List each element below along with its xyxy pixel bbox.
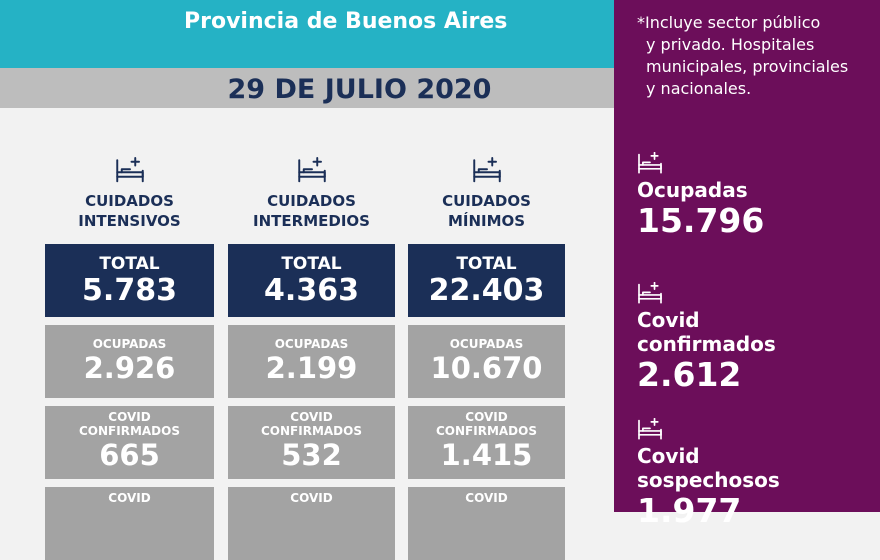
ocupadas-label: OCUPADAS [92, 337, 167, 351]
column-intermediate-care: CUIDADOS INTERMEDIOS TOTAL 4.363 OCUPADA… [228, 150, 395, 560]
hospital-bed-icon [638, 282, 662, 304]
summary-confirmados-label-line1: Covid [637, 308, 700, 332]
footnote: *Incluye sector público y privado. Hospi… [637, 12, 848, 100]
ocupadas-label: OCUPADAS [274, 337, 349, 351]
footnote-line3: municipales, provinciales [646, 57, 849, 76]
column-title: CUIDADOS MÍNIMOS [408, 191, 565, 235]
summary-confirmados-value: 2.612 [637, 355, 742, 394]
ocupadas-value: 2.199 [265, 351, 358, 385]
confirmados-label-line2: CONFIRMADOS [261, 424, 362, 438]
confirmados-label-line2: CONFIRMADOS [436, 424, 537, 438]
ocupadas-card: OCUPADAS 10.670 [408, 325, 565, 398]
confirmados-card: COVID CONFIRMADOS 532 [228, 406, 395, 479]
total-card: TOTAL 22.403 [408, 244, 565, 317]
confirmados-label-line1: COVID [465, 410, 508, 424]
hospital-bed-icon [638, 152, 662, 174]
sidebar-summary: *Incluye sector público y privado. Hospi… [614, 0, 880, 530]
sospechosos-card: COVID [45, 487, 214, 560]
ocupadas-label: OCUPADAS [449, 337, 524, 351]
confirmados-label-line1: COVID [290, 410, 333, 424]
column-intensive-care: CUIDADOS INTENSIVOS TOTAL 5.783 OCUPADAS… [45, 150, 214, 560]
summary-sospechosos: Covid sospechosos 1.977 [637, 418, 780, 530]
total-label: TOTAL [456, 254, 517, 274]
hospital-bed-icon [115, 157, 144, 183]
confirmados-value: 665 [99, 438, 160, 472]
column-title: CUIDADOS INTERMEDIOS [228, 191, 395, 235]
summary-ocupadas-value: 15.796 [637, 201, 765, 240]
summary-sospechosos-label-line1: Covid [637, 444, 700, 468]
confirmados-label-line1: COVID [108, 410, 151, 424]
ocupadas-value: 10.670 [430, 351, 543, 385]
province-title: Provincia de Buenos Aires [0, 0, 614, 68]
hospital-bed-icon [297, 157, 326, 183]
column-title-line1: CUIDADOS [85, 192, 174, 210]
summary-ocupadas: Ocupadas 15.796 [637, 152, 764, 240]
confirmados-card: COVID CONFIRMADOS 665 [45, 406, 214, 479]
confirmados-value: 532 [281, 438, 342, 472]
sospechosos-label-line1: COVID [108, 491, 151, 505]
column-title-line1: CUIDADOS [267, 192, 356, 210]
column-title-line2: MÍNIMOS [447, 212, 526, 230]
confirmados-label-line2: CONFIRMADOS [79, 424, 180, 438]
total-value: 22.403 [428, 273, 545, 308]
sospechosos-card: COVID [408, 487, 565, 560]
column-title: CUIDADOS INTENSIVOS [45, 191, 214, 235]
summary-ocupadas-label: Ocupadas [637, 178, 748, 202]
ocupadas-card: OCUPADAS 2.199 [228, 325, 395, 398]
total-label: TOTAL [99, 254, 160, 274]
summary-confirmados-label-line2: confirmados [637, 332, 776, 356]
ocupadas-value: 2.926 [83, 351, 176, 385]
ocupadas-card: OCUPADAS 2.926 [45, 325, 214, 398]
column-title-line1: CUIDADOS [442, 192, 531, 210]
total-card: TOTAL 4.363 [228, 244, 395, 317]
column-title-line2: INTENSIVOS [78, 212, 181, 230]
summary-sospechosos-label-line2: sospechosos [637, 468, 780, 492]
summary-confirmados: Covid confirmados 2.612 [637, 282, 776, 394]
confirmados-card: COVID CONFIRMADOS 1.415 [408, 406, 565, 479]
total-value: 5.783 [82, 273, 177, 308]
column-minimal-care: CUIDADOS MÍNIMOS TOTAL 22.403 OCUPADAS 1… [408, 150, 565, 560]
hospital-bed-icon [472, 157, 501, 183]
footnote-line4: y nacionales. [646, 79, 752, 98]
report-date: 29 DE JULIO 2020 [0, 68, 614, 108]
footnote-line2: y privado. Hospitales [646, 35, 815, 54]
total-card: TOTAL 5.783 [45, 244, 214, 317]
column-title-line2: INTERMEDIOS [253, 212, 370, 230]
sospechosos-card: COVID [228, 487, 395, 560]
footnote-line1: *Incluye sector público [637, 13, 821, 32]
sospechosos-label-line1: COVID [290, 491, 333, 505]
hospital-bed-icon [638, 418, 662, 440]
confirmados-value: 1.415 [440, 438, 533, 472]
total-value: 4.363 [264, 273, 359, 308]
summary-sospechosos-value: 1.977 [637, 491, 742, 530]
main-panel: Provincia de Buenos Aires 29 DE JULIO 20… [0, 0, 614, 560]
total-label: TOTAL [281, 254, 342, 274]
sospechosos-label-line1: COVID [465, 491, 508, 505]
